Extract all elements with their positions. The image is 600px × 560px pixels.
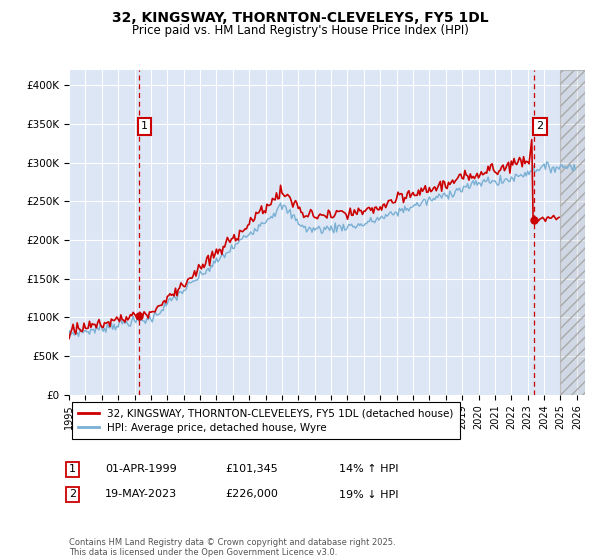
Text: 1: 1 (69, 464, 76, 474)
Text: £226,000: £226,000 (225, 489, 278, 500)
Text: Price paid vs. HM Land Registry's House Price Index (HPI): Price paid vs. HM Land Registry's House … (131, 24, 469, 36)
Text: 19-MAY-2023: 19-MAY-2023 (105, 489, 177, 500)
Legend: 32, KINGSWAY, THORNTON-CLEVELEYS, FY5 1DL (detached house), HPI: Average price, : 32, KINGSWAY, THORNTON-CLEVELEYS, FY5 1D… (71, 402, 460, 439)
Text: 2: 2 (536, 122, 544, 132)
Text: 14% ↑ HPI: 14% ↑ HPI (339, 464, 398, 474)
Text: 01-APR-1999: 01-APR-1999 (105, 464, 177, 474)
Text: Contains HM Land Registry data © Crown copyright and database right 2025.
This d: Contains HM Land Registry data © Crown c… (69, 538, 395, 557)
Text: 32, KINGSWAY, THORNTON-CLEVELEYS, FY5 1DL: 32, KINGSWAY, THORNTON-CLEVELEYS, FY5 1D… (112, 11, 488, 25)
Text: 19% ↓ HPI: 19% ↓ HPI (339, 489, 398, 500)
Text: 2: 2 (69, 489, 76, 500)
Bar (560, 70, 585, 395)
Text: 1: 1 (141, 122, 148, 132)
Bar (560, 70, 585, 395)
Text: £101,345: £101,345 (225, 464, 278, 474)
